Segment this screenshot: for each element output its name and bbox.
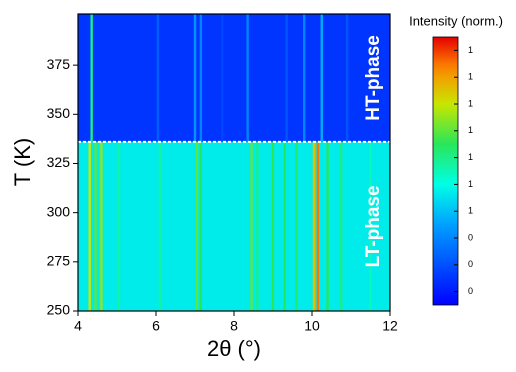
diffraction-peak [256,141,259,311]
y-axis-label: T (K) [10,138,35,186]
x-axis-label: 2θ (°) [207,336,261,361]
x-tick-label: 6 [152,318,160,334]
diffraction-peak [320,14,323,142]
colorbar-tick-label: 0 [468,232,473,242]
plot-area: HT-phase LT-phase [78,14,390,311]
diffraction-peak [94,141,97,311]
x-tick-label: 10 [304,318,320,334]
phase-label: LT-phase [363,185,384,267]
diffraction-peak [316,141,320,311]
diffraction-peak [283,141,286,311]
diffraction-peak [340,141,343,311]
diffraction-peak [250,141,253,311]
colorbar-tick-label: 1 [468,179,473,189]
y-tick-label: 325 [47,154,71,170]
phase-background [78,141,390,311]
y-tick-label: 275 [47,253,71,269]
x-tick-label: 8 [230,318,238,334]
y-tick-label: 300 [47,203,71,219]
colorbar [432,36,459,306]
colorbar-tick-label: 1 [468,206,473,216]
diffraction-peak [295,141,298,311]
y-tick-label: 250 [47,302,71,318]
colorbar-tick-label: 0 [468,259,473,269]
diffraction-peak [199,14,203,142]
diffraction-peak [90,14,93,142]
y-tick-label: 350 [47,105,71,121]
diffraction-peak [246,14,249,142]
diffraction-peak [156,14,160,142]
diffraction-peak [117,141,121,311]
diffraction-peak [100,141,103,311]
phase-background [78,14,390,142]
colorbar-tick-label: 1 [468,72,473,82]
diffraction-peak [193,14,197,142]
colorbar-tick-label: 1 [468,98,473,108]
x-tick-label: 12 [382,318,398,334]
diffraction-peak [312,141,316,311]
y-tick-label: 375 [47,56,71,72]
diffraction-peak [199,141,203,311]
diffraction-peak [285,14,288,142]
diffraction-peak [221,14,224,142]
phase-label: HT-phase [363,35,384,121]
diffraction-peak [88,141,91,311]
diffraction-peak [369,141,372,311]
colorbar-tick-label: 1 [468,125,473,135]
colorbar-tick-label: 1 [468,152,473,162]
colorbar-tick-label: 0 [468,286,473,296]
diffraction-peak [303,14,306,142]
colorbar-tick-label: 1 [468,45,473,55]
diffraction-peak [158,141,162,311]
diffraction-peak [345,14,349,142]
diffraction-peak [271,141,275,311]
diffraction-peak [326,141,329,311]
diffraction-peak [195,141,199,311]
x-tick-label: 4 [74,318,82,334]
colorbar-title: Intensity (norm.) [409,13,503,28]
